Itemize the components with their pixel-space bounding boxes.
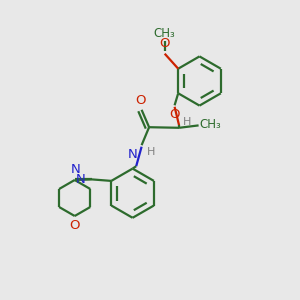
Text: N: N: [70, 164, 80, 176]
Text: O: O: [69, 219, 79, 232]
Text: O: O: [159, 37, 170, 50]
Text: N: N: [128, 148, 138, 161]
Text: O: O: [169, 108, 180, 121]
Text: H: H: [146, 147, 155, 157]
Text: CH₃: CH₃: [200, 118, 221, 131]
Text: H: H: [183, 117, 192, 128]
Text: O: O: [135, 94, 145, 107]
Text: CH₃: CH₃: [154, 27, 176, 40]
Text: N: N: [76, 172, 86, 186]
